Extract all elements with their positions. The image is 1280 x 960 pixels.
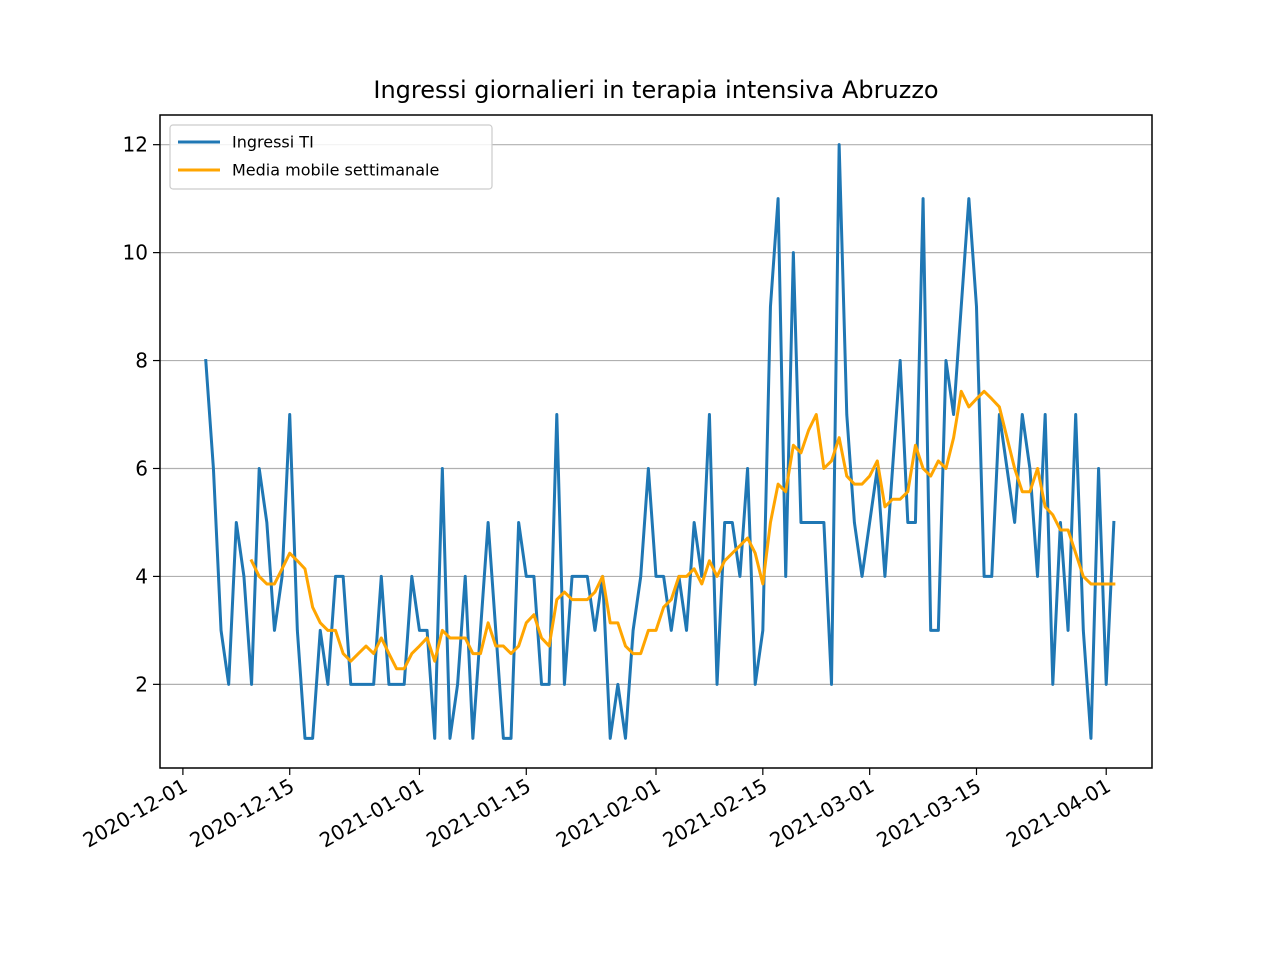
y-tick-label: 12: [123, 133, 148, 157]
y-tick-label: 2: [135, 672, 148, 696]
legend: Ingressi TI Media mobile settimanale: [169, 124, 493, 190]
y-tick-label: 6: [135, 456, 148, 480]
y-tick-label: 8: [135, 349, 148, 373]
chart-title: Ingressi giornalieri in terapia intensiv…: [373, 76, 938, 104]
y-tick-label: 4: [135, 564, 148, 588]
legend-label-media-mobile: Media mobile settimanale: [232, 161, 439, 180]
series-lines: [204, 143, 1116, 740]
series-line-ingressi: [204, 143, 1116, 740]
series-line-media-mobile: [249, 389, 1116, 671]
y-tick-label: 10: [123, 241, 148, 265]
legend-box: [169, 124, 493, 190]
legend-label-ingressi: Ingressi TI: [232, 133, 314, 152]
